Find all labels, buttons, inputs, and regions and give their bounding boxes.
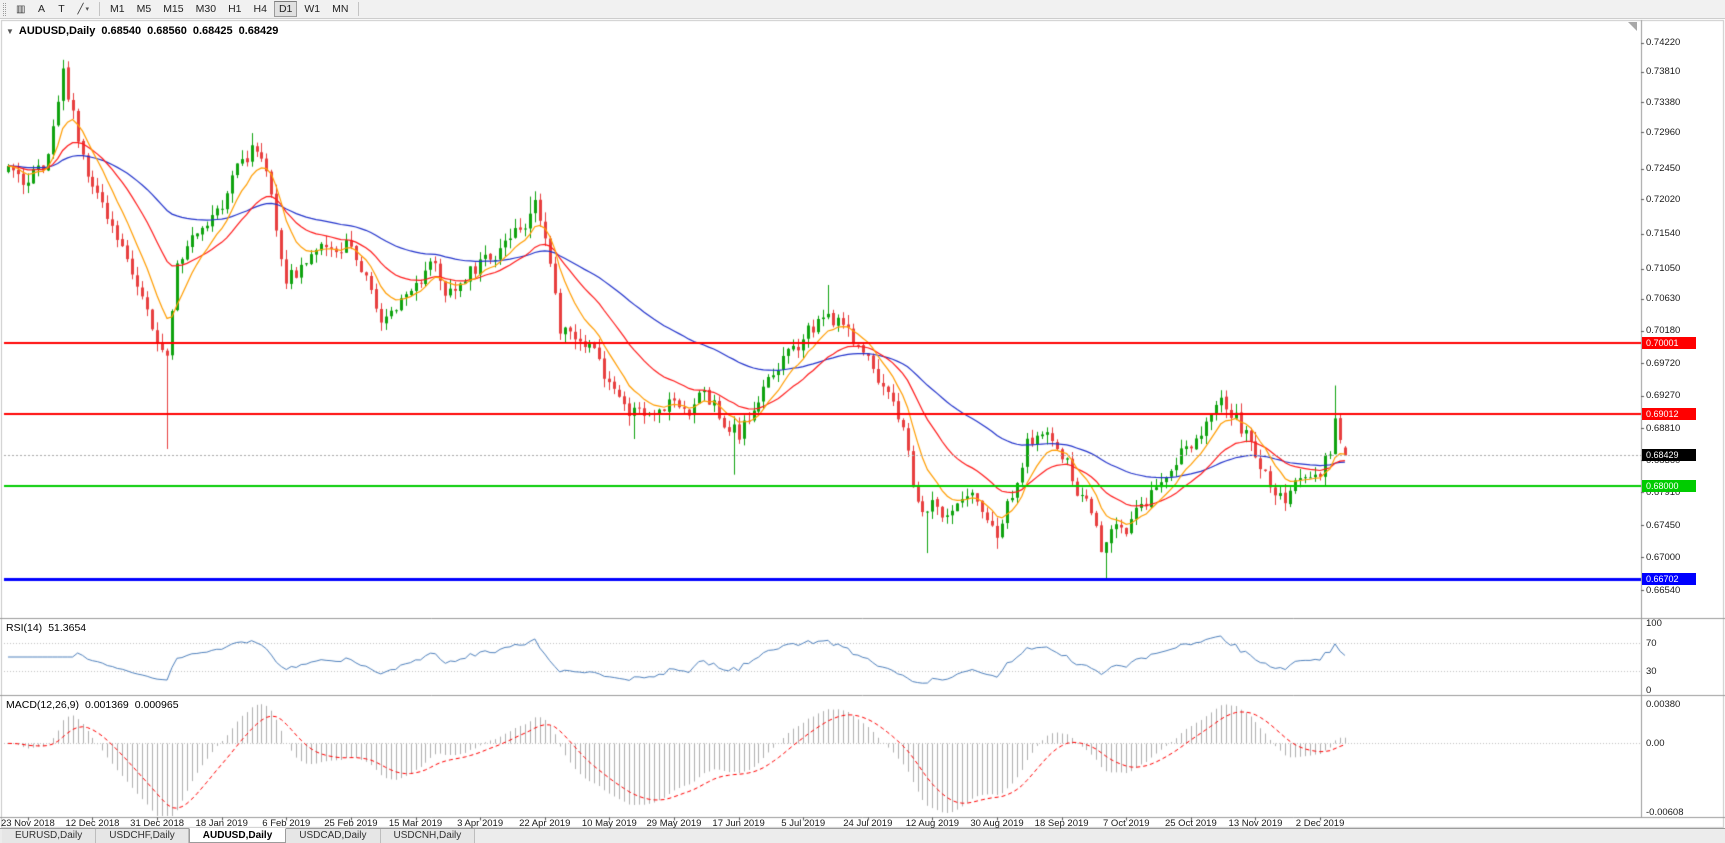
symbol-ohlc-line: ▼ AUDUSD,Daily 0.68540 0.68560 0.68425 0… <box>6 25 278 37</box>
toolbar-separator <box>99 2 100 16</box>
macd-name: MACD(12,26,9) <box>6 699 79 711</box>
arrow-tool-button[interactable]: A <box>37 3 45 15</box>
price-axis-label: 0.69720 <box>1646 357 1681 369</box>
macd-main-value: 0.001369 <box>84 699 129 711</box>
price-axis-label: 0.71540 <box>1646 228 1681 240</box>
timeframe-w1-button[interactable]: W1 <box>304 3 321 15</box>
timeframe-mn-button[interactable]: MN <box>332 3 349 15</box>
toolbar-separator <box>358 2 360 16</box>
rsi-axis-label: 100 <box>1646 618 1662 629</box>
chart-tab-usdchf-daily[interactable]: USDCHF,Daily <box>96 829 189 843</box>
price-axis-label: 0.72020 <box>1646 193 1681 205</box>
date-axis-label: 12 Aug 2019 <box>905 818 960 829</box>
timeframe-m1-button[interactable]: M1 <box>110 3 125 15</box>
date-axis-label: 25 Feb 2019 <box>324 818 378 829</box>
date-axis-label: 24 Jul 2019 <box>843 818 893 829</box>
symbol-label: AUDUSD,Daily <box>18 25 96 37</box>
bid-price-label: 0.68429 <box>1642 449 1696 462</box>
price-axis-label: 0.67000 <box>1646 551 1681 563</box>
close-value: 0.68429 <box>238 25 279 37</box>
price-axis-label: 0.66540 <box>1646 584 1681 596</box>
date-axis-label: 18 Jan 2019 <box>195 818 248 829</box>
price-axis-label: 0.72960 <box>1646 126 1681 138</box>
timeframe-m30-button[interactable]: M30 <box>195 3 217 15</box>
rsi-axis-label: 0 <box>1646 685 1652 696</box>
chart-tabs-bar: EURUSD,Daily USDCHF,Daily AUDUSD,Daily USDC… <box>0 828 1725 843</box>
timeframe-d1-button[interactable]: D1 <box>273 1 298 17</box>
price-axis-label: 0.71050 <box>1646 263 1681 275</box>
date-axis-label: 2 Dec 2019 <box>1295 818 1345 829</box>
date-axis-label: 5 Jul 2019 <box>781 818 826 829</box>
chart-shift-marker[interactable] <box>1628 22 1637 31</box>
price-axis-label: 0.72450 <box>1646 163 1681 175</box>
macd-indicator-label: MACD(12,26,9) 0.001369 0.000965 <box>6 699 179 711</box>
timeframe-h1-button[interactable]: H1 <box>228 3 242 15</box>
price-axis-label: 0.74220 <box>1646 37 1681 49</box>
macd-signal-value: 0.000965 <box>134 699 179 711</box>
rsi-name: RSI(14) <box>6 622 43 634</box>
date-axis-label: 7 Oct 2019 <box>1103 818 1150 829</box>
price-axis-label: 0.73810 <box>1646 66 1681 78</box>
timeframes-group: M1 M5 M15 M30 H1 H4 D1 W1 MN <box>104 1 354 17</box>
chart-tab-usdcad-daily[interactable]: USDCAD,Daily <box>286 829 381 843</box>
tools-group: ▥ A T ╱ ▾ <box>10 1 95 17</box>
price-axis-label: 0.69270 <box>1646 390 1681 401</box>
top-toolbar: ▥ A T ╱ ▾ M1 M5 M15 M30 H1 H4 D1 W1 MN <box>0 0 1725 19</box>
date-axis-label: 31 Dec 2018 <box>130 818 185 829</box>
rsi-axis[interactable]: 100 70 30 0 <box>1641 0 1725 843</box>
date-axis-label: 17 Jun 2019 <box>712 818 765 829</box>
macd-axis-label: 0.00380 <box>1646 699 1681 710</box>
date-axis-label: 25 Oct 2019 <box>1164 818 1217 829</box>
chart-tab-audusd-daily[interactable]: AUDUSD,Daily <box>188 828 287 843</box>
macd-axis-label: -0.00608 <box>1646 807 1684 818</box>
date-axis-label: 15 Mar 2019 <box>388 818 443 829</box>
macd-axis-label: 0.00 <box>1646 738 1665 750</box>
price-level-labels: 0.70001 0.69012 0.68000 0.66702 0.68429 <box>1641 0 1725 843</box>
chart-tab-eurusd-daily[interactable]: EURUSD,Daily <box>2 829 97 843</box>
timeframe-m15-button[interactable]: M15 <box>163 3 184 15</box>
date-axis-label: 22 Apr 2019 <box>519 818 571 829</box>
low-value: 0.68425 <box>192 25 233 37</box>
timeframe-m5-button[interactable]: M5 <box>136 3 152 15</box>
date-axis-label: 29 May 2019 <box>646 818 702 829</box>
price-axis-label: 0.70630 <box>1646 293 1681 305</box>
date-axis-label: 18 Sep 2019 <box>1034 818 1089 829</box>
price-axis-label: 0.68810 <box>1646 422 1681 434</box>
level-price-label: 0.70001 <box>1642 337 1696 350</box>
text-tool-button[interactable]: T <box>58 3 65 15</box>
collapse-icon[interactable]: ▼ <box>6 26 14 36</box>
price-axis-label: 0.70180 <box>1646 325 1681 337</box>
macd-axis[interactable]: 0.00380 0.00 -0.00608 <box>1641 0 1725 843</box>
date-axis-label: 6 Feb 2019 <box>262 818 311 829</box>
timeframe-h4-button[interactable]: H4 <box>253 3 267 15</box>
toolbar-grip[interactable] <box>3 2 6 16</box>
rsi-indicator-label: RSI(14) 51.3654 <box>6 622 86 634</box>
date-axis-label: 12 Dec 2018 <box>65 818 120 829</box>
high-value: 0.68560 <box>147 25 187 37</box>
level-price-label: 0.66702 <box>1642 572 1696 585</box>
rsi-axis-label: 70 <box>1646 637 1657 649</box>
date-axis-label: 30 Aug 2019 <box>970 818 1024 829</box>
date-axis-label: 13 Nov 2019 <box>1228 818 1283 829</box>
open-value: 0.68540 <box>101 25 142 37</box>
price-axis-label: 0.73380 <box>1646 96 1681 108</box>
chart-tab-usdcnh-daily[interactable]: USDCNH,Daily <box>380 829 476 843</box>
price-axis-label: 0.67450 <box>1646 519 1681 531</box>
rsi-value: 51.3654 <box>48 622 87 634</box>
chart-type-icon[interactable]: ▥ <box>16 3 26 15</box>
line-tool-dropdown[interactable]: ╱ ▾ <box>77 3 89 15</box>
date-axis-label: 23 Nov 2018 <box>0 818 55 829</box>
date-axis-label: 10 May 2019 <box>581 818 637 829</box>
price-axis-label: 0.67910 <box>1646 486 1681 498</box>
level-price-label: 0.69012 <box>1642 407 1696 420</box>
date-axis-label: 3 Apr 2019 <box>457 818 504 829</box>
rsi-axis-label: 30 <box>1646 666 1657 678</box>
level-price-label: 0.68000 <box>1642 480 1696 493</box>
